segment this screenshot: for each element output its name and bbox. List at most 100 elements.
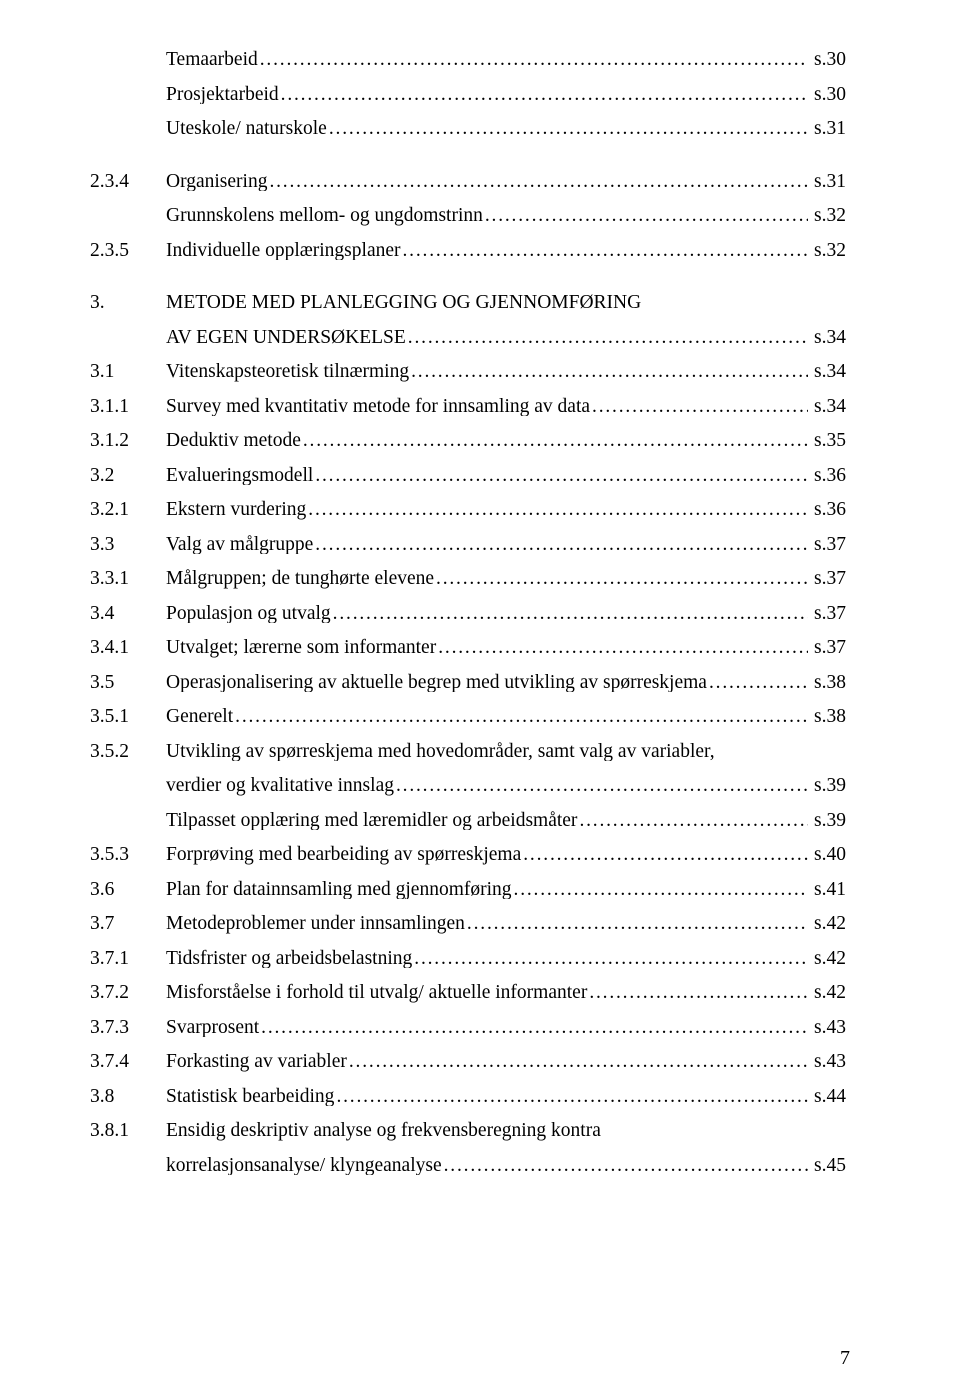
toc-pageref: s.43	[814, 1052, 870, 1072]
toc-row: 3.METODE MED PLANLEGGING OG GJENNOMFØRIN…	[90, 293, 870, 313]
toc-number: 3.2.1	[90, 500, 166, 520]
toc-leader: ........................................…	[329, 119, 808, 139]
toc-title-wrap: AV EGEN UNDERSØKELSE....................…	[166, 328, 814, 348]
toc-leader: ........................................…	[408, 328, 808, 348]
toc-pageref: s.39	[814, 776, 870, 796]
toc-pageref: s.42	[814, 914, 870, 934]
toc-number: 3.1	[90, 362, 166, 382]
toc-leader: ........................................…	[333, 604, 808, 624]
toc-pageref: s.36	[814, 466, 870, 486]
toc-title: Organisering	[166, 172, 267, 192]
toc-pageref: s.45	[814, 1156, 870, 1176]
toc-pageref: s.34	[814, 397, 870, 417]
toc-row: 3.7.3Svarprosent........................…	[90, 1018, 870, 1038]
toc-leader: ........................................…	[485, 206, 808, 226]
toc-title-wrap: Forkasting av variabler.................…	[166, 1052, 814, 1072]
toc-title-wrap: Målgruppen; de tunghørte elevene........…	[166, 569, 814, 589]
document-page: Temaarbeid..............................…	[0, 0, 960, 1400]
toc-leader: ........................................…	[592, 397, 808, 417]
toc-pageref: s.32	[814, 206, 870, 226]
toc-title: Målgruppen; de tunghørte elevene	[166, 569, 434, 589]
toc-pageref: s.42	[814, 983, 870, 1003]
toc-row: 3.3.1Målgruppen; de tunghørte elevene...…	[90, 569, 870, 589]
toc-title: Utvalget; lærerne som informanter	[166, 638, 436, 658]
toc-title-wrap: Utvikling av spørreskjema med hovedområd…	[166, 742, 814, 762]
toc-pageref: s.38	[814, 673, 870, 693]
toc-title-wrap: Statistisk bearbeiding..................…	[166, 1087, 814, 1107]
toc-row: Grunnskolens mellom- og ungdomstrinn....…	[90, 206, 870, 226]
toc-number: 3.1.2	[90, 431, 166, 451]
toc-title-wrap: Misforståelse i forhold til utvalg/ aktu…	[166, 983, 814, 1003]
toc-title: Misforståelse i forhold til utvalg/ aktu…	[166, 983, 587, 1003]
toc-row: Prosjektarbeid..........................…	[90, 85, 870, 105]
toc-pageref: s.41	[814, 880, 870, 900]
toc-pageref: s.35	[814, 431, 870, 451]
toc-title-wrap: Deduktiv metode.........................…	[166, 431, 814, 451]
toc-title: Evalueringsmodell	[166, 466, 313, 486]
toc-title: verdier og kvalitative innslag	[166, 776, 394, 796]
toc-row: korrelasjonsanalyse/ klyngeanalyse......…	[90, 1156, 870, 1176]
toc-title-wrap: Individuelle opplæringsplaner...........…	[166, 241, 814, 261]
toc-row: 3.5.3Forprøving med bearbeiding av spørr…	[90, 845, 870, 865]
toc-row: Uteskole/ naturskole....................…	[90, 119, 870, 139]
toc-row: 3.1Vitenskapsteoretisk tilnærming.......…	[90, 362, 870, 382]
toc-row: 3.4.1Utvalget; lærerne som informanter..…	[90, 638, 870, 658]
toc-title-wrap: Evalueringsmodell.......................…	[166, 466, 814, 486]
toc-title: Metodeproblemer under innsamlingen	[166, 914, 465, 934]
toc-title: Forkasting av variabler	[166, 1052, 347, 1072]
toc-leader: ........................................…	[579, 811, 808, 831]
toc-title-wrap: Generelt................................…	[166, 707, 814, 727]
toc-title-wrap: Tidsfrister og arbeidsbelastning........…	[166, 949, 814, 969]
toc-leader: ........................................…	[444, 1156, 808, 1176]
toc-row: Tilpasset opplæring med læremidler og ar…	[90, 811, 870, 831]
toc-number: 3.3	[90, 535, 166, 555]
toc-title-wrap: Utvalget; lærerne som informanter.......…	[166, 638, 814, 658]
toc-title: Deduktiv metode	[166, 431, 301, 451]
toc-leader: ........................................…	[261, 1018, 808, 1038]
toc-number: 3.8.1	[90, 1121, 166, 1141]
toc-title: Survey med kvantitativ metode for innsam…	[166, 397, 590, 417]
toc-leader: ........................................…	[269, 172, 808, 192]
toc-number: 3.7.4	[90, 1052, 166, 1072]
toc-title-wrap: Populasjon og utvalg....................…	[166, 604, 814, 624]
toc-title: Ensidig deskriptiv analyse og frekvensbe…	[166, 1121, 601, 1141]
toc-title-wrap: Metodeproblemer under innsamlingen......…	[166, 914, 814, 934]
toc-leader: ........................................…	[281, 85, 808, 105]
toc-number: 3.8	[90, 1087, 166, 1107]
toc-title: Temaarbeid	[166, 50, 258, 70]
toc-number: 3.7	[90, 914, 166, 934]
toc-title-wrap: Forprøving med bearbeiding av spørreskje…	[166, 845, 814, 865]
toc-leader: ........................................…	[315, 535, 808, 555]
toc-pageref: s.36	[814, 500, 870, 520]
toc-number: 3.3.1	[90, 569, 166, 589]
toc-leader: ........................................…	[235, 707, 808, 727]
toc-pageref: s.37	[814, 638, 870, 658]
toc-title: korrelasjonsanalyse/ klyngeanalyse	[166, 1156, 442, 1176]
toc-row: 3.7.4Forkasting av variabler............…	[90, 1052, 870, 1072]
toc-leader: ........................................…	[414, 949, 808, 969]
toc-leader: ........................................…	[396, 776, 808, 796]
toc-number: 3.7.2	[90, 983, 166, 1003]
toc-row: 3.2.1Ekstern vurdering..................…	[90, 500, 870, 520]
toc-leader: ........................................…	[436, 569, 808, 589]
toc-pageref: s.37	[814, 535, 870, 555]
toc-title-wrap: Uteskole/ naturskole....................…	[166, 119, 814, 139]
toc-pageref: s.42	[814, 949, 870, 969]
toc-row: 3.1.2Deduktiv metode....................…	[90, 431, 870, 451]
toc-title-wrap: METODE MED PLANLEGGING OG GJENNOMFØRING	[166, 293, 814, 313]
toc-title: Operasjonalisering av aktuelle begrep me…	[166, 673, 707, 693]
toc-title-wrap: verdier og kvalitative innslag..........…	[166, 776, 814, 796]
toc-leader: ........................................…	[523, 845, 808, 865]
toc-number: 3.6	[90, 880, 166, 900]
toc-leader: ........................................…	[303, 431, 808, 451]
toc-pageref: s.31	[814, 119, 870, 139]
toc-pageref: s.34	[814, 362, 870, 382]
toc-title: Individuelle opplæringsplaner	[166, 241, 401, 261]
toc-title: Utvikling av spørreskjema med hovedområd…	[166, 742, 715, 762]
toc-row: 3.7.1Tidsfrister og arbeidsbelastning...…	[90, 949, 870, 969]
toc-row: 3.5.1Generelt...........................…	[90, 707, 870, 727]
toc-title: Plan for datainnsamling med gjennomførin…	[166, 880, 512, 900]
toc-pageref: s.37	[814, 604, 870, 624]
toc-row: 3.2Evalueringsmodell....................…	[90, 466, 870, 486]
toc-row: 3.7.2Misforståelse i forhold til utvalg/…	[90, 983, 870, 1003]
